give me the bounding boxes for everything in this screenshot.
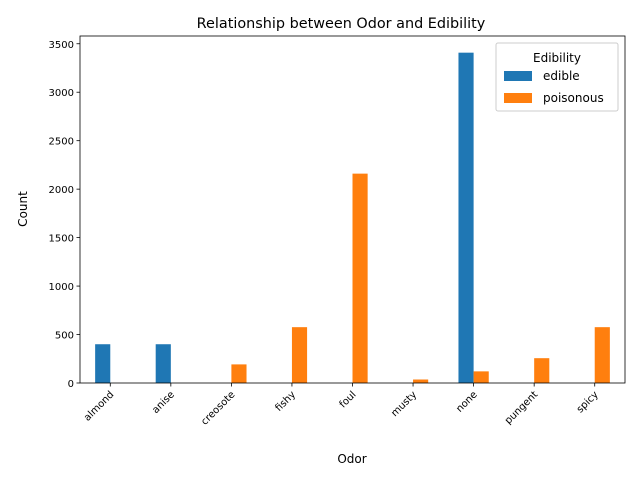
x-tick-label-none: none [454, 389, 479, 414]
legend-items: edible poisonous [504, 69, 604, 105]
y-axis: 0 500 1000 1500 2000 2500 3000 3500 [49, 40, 80, 390]
x-tick-label-spicy: spicy [575, 389, 601, 415]
x-tick-label-pungent: pungent [503, 389, 540, 426]
x-tick-label-almond: almond [82, 389, 116, 423]
bar-poisonous-foul [352, 173, 368, 383]
legend: Edibility edible poisonous [495, 42, 619, 112]
legend-label-poisonous: poisonous [543, 91, 604, 105]
bar-poisonous-fishy [291, 327, 308, 383]
x-tick-label-foul: foul [338, 389, 359, 410]
bar-poisonous-creosote [231, 364, 247, 383]
legend-label-edible: edible [543, 69, 580, 83]
x-tick-label-creosote: creosote [199, 389, 237, 427]
x-tick-label-anise: anise [150, 389, 177, 416]
y-tick-label: 3500 [49, 40, 74, 51]
bar-poisonous-spicy [594, 327, 610, 383]
y-tick-label: 1500 [49, 234, 74, 245]
y-tick-label: 500 [55, 331, 74, 342]
x-axis-label: Odor [337, 452, 366, 466]
bar-edible-almond [95, 344, 111, 383]
y-tick-label: 0 [68, 379, 74, 390]
chart-title: Relationship between Odor and Edibility [197, 16, 486, 32]
legend-title: Edibility [533, 51, 581, 65]
y-tick-label: 2000 [49, 185, 74, 196]
y-tick-label: 3000 [49, 88, 74, 99]
y-axis-label: Count [16, 191, 30, 227]
bar-poisonous-none [473, 371, 489, 383]
y-tick-label: 1000 [49, 282, 74, 293]
x-axis: almond anise creosote fishy foul musty none pun… [82, 383, 601, 428]
x-tick-label-musty: musty [389, 389, 419, 419]
legend-swatch-poisonous [504, 93, 532, 103]
bars [95, 52, 610, 383]
bar-poisonous-pungent [534, 358, 550, 383]
x-tick-label-fishy: fishy [273, 389, 298, 414]
y-tick-label: 2500 [49, 137, 74, 148]
bar-edible-anise [155, 344, 171, 383]
plot-frame [79, 35, 626, 384]
bar-edible-none [458, 52, 474, 383]
legend-swatch-edible [504, 71, 532, 81]
bar-poisonous-musty [413, 379, 429, 383]
